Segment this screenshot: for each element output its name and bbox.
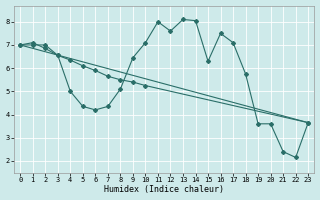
X-axis label: Humidex (Indice chaleur): Humidex (Indice chaleur) <box>104 185 224 194</box>
